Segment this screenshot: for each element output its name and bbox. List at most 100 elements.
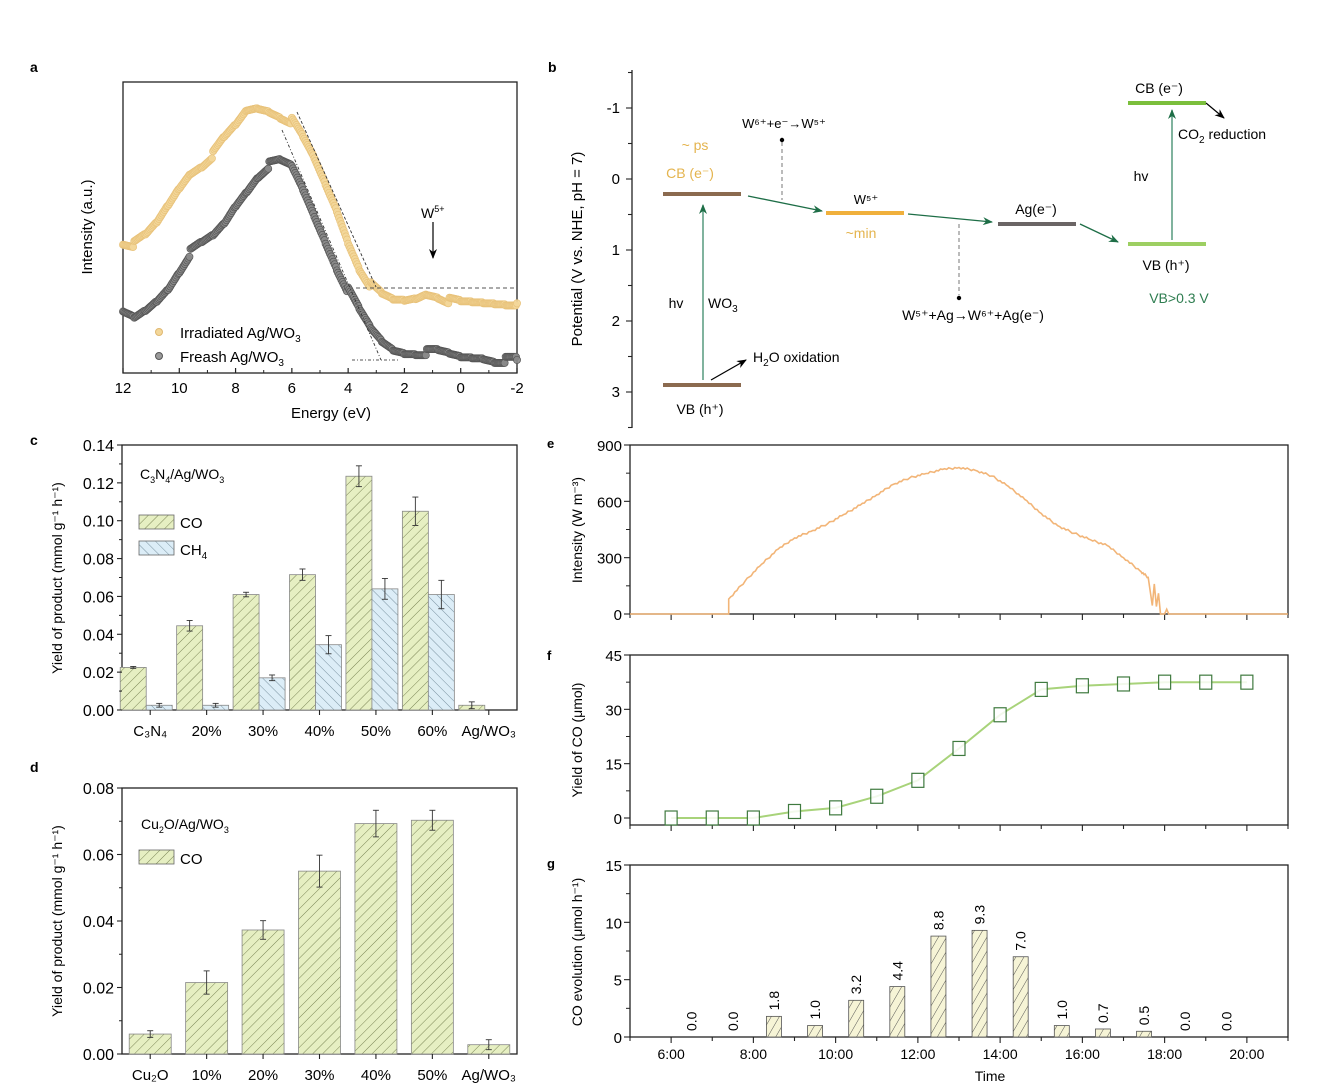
h2o-oxidation-label: H2O oxidation [753, 349, 840, 369]
y-tick-label: 5 [614, 973, 622, 990]
x-tick-label: 50% [361, 723, 391, 740]
y-tick-label: 0.04 [83, 627, 114, 644]
y-tick-label: 30 [605, 702, 622, 719]
data-label: 1.0 [1054, 1000, 1070, 1020]
x-tick-label: C₃N₄ [133, 723, 167, 740]
x-tick-label: 2 [400, 380, 408, 397]
y-tick-label: 1 [612, 242, 620, 259]
partner-cb-label: CB (e⁻) [1135, 80, 1183, 96]
y-axis-label: Intensity (W m⁻³) [569, 477, 585, 583]
legend-label-ch4: CH4 [180, 542, 208, 562]
y-tick-label: 0.14 [83, 438, 114, 455]
y-tick-label: 0.12 [83, 476, 114, 493]
y-tick-label: 0.06 [83, 589, 114, 606]
w5-annotation: W5+ [421, 204, 444, 259]
y-tick-label: 3 [612, 384, 620, 401]
bar-ch4 [258, 677, 286, 711]
x-tick-label: 40% [361, 1067, 391, 1084]
transfer-arrow-ag-vb [1079, 223, 1119, 243]
data-label: 0.0 [684, 1011, 700, 1031]
y-tick-label: 0.00 [83, 703, 114, 720]
transfer-arrow-w5-ag [907, 213, 993, 226]
plot-frame [629, 444, 1289, 615]
data-point-marker [1075, 678, 1089, 694]
panel-label-e: e [547, 436, 554, 451]
legend-label-irradiated: Irradiated Ag/WO3 [180, 325, 301, 345]
data-label: 1.0 [807, 1000, 823, 1020]
bar [807, 1025, 823, 1038]
irradiated-point [513, 299, 521, 308]
legend-label-fresh: Freash Ag/WO3 [180, 349, 284, 369]
data-label: 0.0 [725, 1011, 741, 1031]
bar-co [232, 594, 260, 711]
y-tick-label: 300 [597, 551, 622, 568]
bar-co [410, 819, 454, 1055]
y-axis-label: CO evolution (μmol h⁻¹) [569, 878, 585, 1027]
reaction2-label: W⁵⁺+Ag→W⁶⁺+Ag(e⁻) [902, 307, 1044, 323]
x-axis-label: Time [975, 1068, 1006, 1084]
data-point-marker [993, 707, 1007, 723]
chart-title: C3N4/Ag/WO3 [140, 466, 224, 485]
bar [930, 935, 947, 1038]
x-tick-label: 20% [192, 723, 222, 740]
dot-reaction1 [779, 137, 785, 143]
y-tick-label: -1 [607, 100, 620, 117]
fresh-point [513, 355, 521, 364]
x-tick-label: 30% [248, 723, 278, 740]
data-point-marker [829, 800, 843, 816]
y-tick-label: 0 [614, 607, 622, 624]
legend-swatch-ch4 [138, 540, 175, 556]
bar [1053, 1025, 1070, 1038]
x-tick-label: 18:00 [1147, 1046, 1182, 1062]
x-tick-label: 60% [417, 723, 447, 740]
x-tick-label: 50% [417, 1067, 447, 1084]
x-tick-label: 6 [288, 380, 296, 397]
panel-a-spectrum-chart: 12 10 8 6 4 2 0 -2 W5+ Irradiated Ag/WO3 Freash… [79, 81, 524, 422]
y-axis-label: Potential (V vs. NHE, pH = 7) [569, 152, 586, 347]
data-point-marker [787, 803, 802, 820]
data-point-marker [1199, 674, 1213, 690]
data-label: 8.8 [930, 910, 946, 930]
x-tick-label: Cu₂O [132, 1067, 169, 1084]
ps-label: ~ ps [682, 137, 709, 153]
panel-g-bar-chart: 0.0 0.0 1.8 1.0 3.2 4.4 8.8 9.3 7.0 1.0 0.7 0.5 0.0 0… [569, 858, 1289, 1084]
y-tick-label: 2 [612, 313, 620, 330]
bar [1136, 1030, 1152, 1038]
y-tick-label: 0.02 [83, 665, 114, 682]
x-tick-label: 40% [304, 723, 334, 740]
intensity-line [630, 466, 1288, 615]
bar-co [354, 823, 398, 1055]
y-tick-label: 0.10 [83, 514, 114, 531]
y-tick-label: 15 [605, 858, 622, 875]
panel-f-line-chart: 0 15 30 45 Yield of CO (μmol) [569, 648, 1289, 831]
legend-marker-irradiated [155, 328, 163, 336]
legend-label-co: CO [180, 851, 203, 868]
bar-co [119, 667, 147, 711]
irradiated-point [207, 154, 216, 163]
x-tick-label: 20:00 [1229, 1046, 1264, 1062]
data-label: 0.0 [1177, 1011, 1193, 1031]
fresh-point [264, 164, 273, 173]
panel-label-d: d [30, 759, 39, 775]
data-label: 4.4 [889, 961, 905, 981]
data-point-marker [1034, 681, 1048, 698]
bar [1012, 956, 1029, 1038]
legend: Irradiated Ag/WO3 Freash Ag/WO3 [155, 325, 301, 369]
data-label: 0.5 [1136, 1006, 1152, 1026]
x-tick-label: 8:00 [740, 1046, 767, 1062]
x-tick-label: 0 [457, 380, 465, 397]
panel-label-a: a [30, 59, 38, 75]
fresh-point [185, 252, 194, 261]
data-point-marker [664, 810, 678, 826]
bar-co [345, 475, 373, 711]
data-point-marker [705, 810, 719, 826]
panel-c-bar-chart: C₃N₄ 20% 30% 40% 50% 60% Ag/WO₃ 0.00 0.02 0.04 0.0… [49, 438, 518, 740]
partner-vb-label: VB (h⁺) [1142, 257, 1189, 273]
x-axis-label: Energy (eV) [291, 405, 371, 422]
legend-swatch-co [138, 849, 175, 865]
panel-label-g: g [547, 856, 555, 871]
wo3-cb-label: CB (e⁻) [666, 165, 714, 181]
panel-label-b: b [548, 59, 557, 75]
bar-ch4 [427, 594, 455, 711]
y-tick-label: 900 [597, 438, 622, 455]
